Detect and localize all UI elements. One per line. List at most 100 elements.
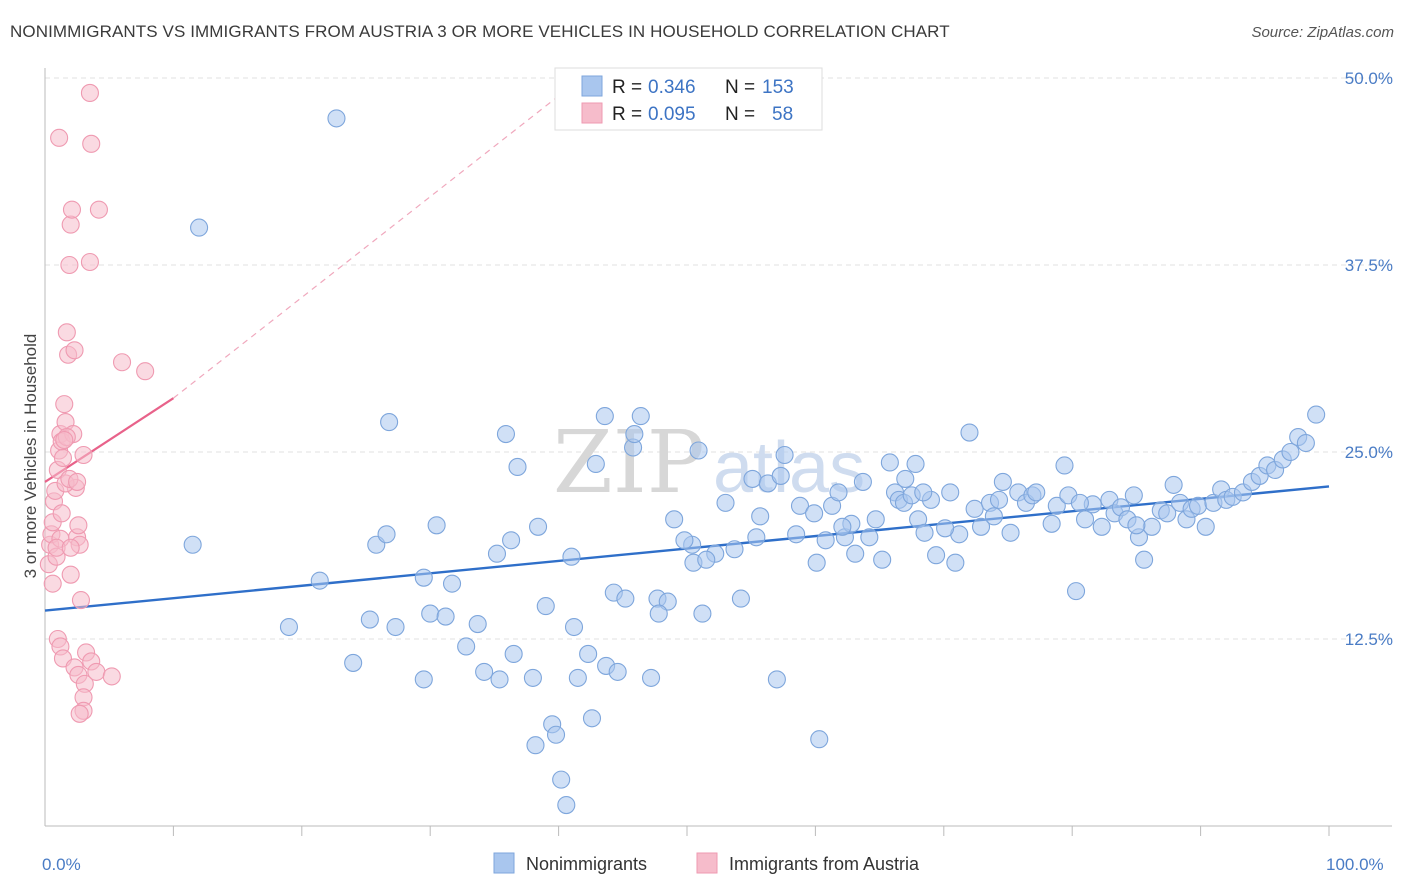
stats-legend-n-label-blue: N =: [725, 77, 755, 98]
immigrants-point-18: [61, 215, 80, 234]
immigrants-point-28: [61, 565, 80, 584]
bottom-legend-label-nonimmigrants: Nonimmigrants: [526, 854, 647, 874]
nonimmigrants-point-150: [936, 519, 955, 538]
nonimmigrants-point-39: [586, 454, 605, 474]
stats-legend-n-value-pink: 58: [772, 104, 793, 125]
nonimmigrants-point-151: [984, 507, 1003, 526]
nonimmigrants-point-95: [946, 553, 965, 572]
nonimmigrants-point-5: [344, 653, 363, 672]
nonimmigrants-point-64: [747, 528, 766, 547]
stats-legend-swatch-blue: [581, 75, 603, 97]
immigrants-point-57: [61, 538, 80, 557]
nonimmigrants-point-86: [896, 469, 915, 488]
trend-line-immigrants-extension: [173, 95, 559, 399]
nonimmigrants-point-35: [568, 668, 587, 687]
stats-legend-r-label-pink: R =: [612, 104, 642, 125]
nonimmigrants-point-49: [641, 668, 661, 687]
nonimmigrants-point-42: [608, 662, 627, 681]
nonimmigrants-point-115: [1092, 517, 1111, 536]
nonimmigrants-point-98: [971, 517, 991, 536]
nonimmigrants-point-148: [880, 453, 899, 472]
nonimmigrants-point-93: [927, 546, 946, 565]
immigrants-point-32: [55, 430, 74, 450]
immigrants-point-35: [68, 472, 87, 491]
immigrants-point-15: [57, 323, 76, 342]
nonimmigrants-point-29: [536, 597, 555, 616]
nonimmigrants-point-13: [427, 516, 446, 535]
nonimmigrants-point-74: [810, 730, 829, 749]
nonimmigrants-point-94: [941, 483, 960, 502]
nonimmigrants-point-126: [1164, 475, 1183, 494]
x-tick-label-min: 0.0%: [42, 855, 81, 874]
nonimmigrants-point-68: [775, 445, 794, 465]
nonimmigrants-point-51: [649, 604, 668, 623]
immigrants-point-52: [112, 353, 132, 372]
nonimmigrants-point-23: [496, 424, 516, 444]
stats-legend-n-label-pink: N =: [725, 104, 755, 125]
immigrants-point-55: [80, 252, 99, 272]
immigrants-point-36: [52, 504, 71, 523]
nonimmigrants-point-59: [689, 441, 708, 460]
stats-legend-r-value-blue: 0.346: [648, 77, 696, 98]
nonimmigrants-point-122: [1135, 550, 1154, 569]
nonimmigrants-point-27: [526, 736, 545, 755]
immigrants-point-19: [62, 200, 82, 219]
nonimmigrants-point-97: [965, 499, 984, 518]
immigrants-point-23: [65, 341, 84, 360]
y-axis-label: 3 or more Vehicles in Household: [21, 334, 40, 579]
bottom-legend: Nonimmigrants Immigrants from Austria: [493, 852, 920, 874]
nonimmigrants-point-50: [658, 592, 677, 611]
nonimmigrants-point-62: [731, 589, 750, 608]
nonimmigrants-point-113: [1075, 510, 1095, 529]
bottom-legend-swatch-immigrants: [696, 852, 718, 874]
nonimmigrants-point-61: [725, 540, 744, 559]
nonimmigrants-point-36: [562, 547, 581, 566]
y-tick-label-3: 50.0%: [1345, 69, 1393, 88]
stats-legend-r-value-pink: 0.095: [648, 104, 696, 125]
nonimmigrants-point-108: [1042, 514, 1061, 533]
nonimmigrants-point-63: [751, 507, 770, 526]
nonimmigrants-point-37: [579, 644, 598, 664]
nonimmigrants-point-14: [414, 670, 433, 689]
nonimmigrants-point-142: [1281, 442, 1300, 462]
x-ticks: [172, 826, 1330, 836]
immigrants-point-3: [43, 574, 62, 593]
nonimmigrants-point-65: [743, 469, 762, 488]
nonimmigrants-point-18: [468, 614, 487, 634]
nonimmigrants-point-123: [1142, 517, 1161, 536]
nonimmigrants-point-15: [436, 607, 455, 626]
nonimmigrants-point-56: [693, 604, 712, 623]
nonimmigrants-point-3: [310, 571, 329, 590]
nonimmigrants-point-130: [1188, 496, 1208, 515]
nonimmigrants-point-79: [846, 544, 865, 563]
nonimmigrants-point-21: [490, 670, 509, 689]
nonimmigrants-point-152: [1127, 516, 1146, 535]
y-tick-label-1: 25.0%: [1345, 443, 1393, 462]
nonimmigrants-point-44: [595, 407, 614, 426]
nonimmigrants-point-82: [866, 510, 885, 529]
nonimmigrants-point-24: [504, 644, 523, 664]
immigrants-point-12: [53, 448, 73, 468]
stats-legend-r-label-blue: R =: [612, 77, 642, 98]
nonimmigrants-point-83: [873, 550, 892, 569]
nonimmigrants-point-32: [552, 770, 571, 789]
nonimmigrants-point-52: [665, 510, 684, 529]
nonimmigrants-point-72: [805, 504, 824, 523]
nonimmigrants-point-38: [582, 709, 602, 728]
nonimmigrants-point-33: [557, 796, 576, 815]
immigrants-point-20: [50, 128, 69, 147]
nonimmigrants-point-60: [716, 493, 735, 512]
nonimmigrants-point-47: [625, 424, 644, 444]
nonimmigrants-point-16: [442, 574, 462, 593]
y-tick-label-0: 12.5%: [1345, 630, 1393, 649]
nonimmigrants-point-102: [993, 472, 1012, 491]
bottom-legend-label-immigrants: Immigrants from Austria: [729, 854, 920, 874]
nonimmigrants-point-80: [853, 472, 872, 491]
immigrants-point-53: [136, 362, 155, 381]
nonimmigrants-point-146: [767, 670, 786, 689]
nonimmigrants-point-112: [1067, 582, 1086, 601]
nonimmigrants-point-34: [564, 617, 584, 637]
nonimmigrants-points: [183, 109, 1326, 815]
nonimmigrants-point-153: [1070, 493, 1089, 512]
nonimmigrants-point-1: [327, 109, 346, 128]
